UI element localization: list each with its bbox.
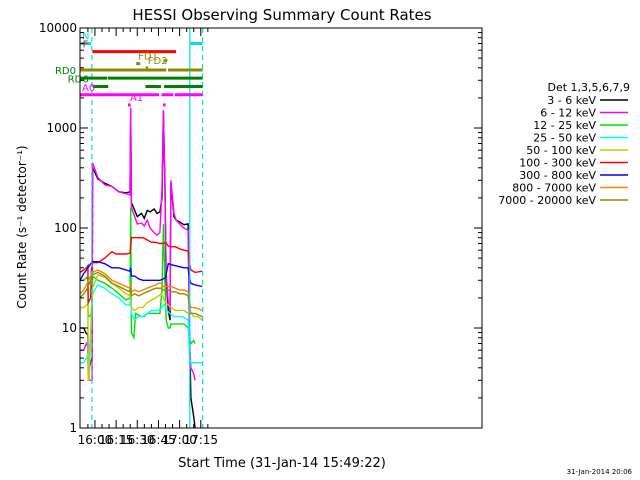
flag-label-a0: A0 xyxy=(82,83,95,94)
flag-label-fd1: FD1 xyxy=(138,52,158,63)
x-tick-label: 17:00 xyxy=(162,433,197,447)
y-tick-label: 10000 xyxy=(39,21,77,35)
legend-entry-label: 12 - 25 keV xyxy=(533,119,596,132)
series-line-25-50-kev xyxy=(80,283,203,368)
legend-entry-label: 300 - 800 keV xyxy=(519,169,596,182)
x-tick-label: 16:45 xyxy=(141,433,176,447)
timestamp: 31-Jan-2014 20:06 xyxy=(567,468,633,476)
chart-title: HESSI Observing Summary Count Rates xyxy=(132,6,431,24)
plot-frame xyxy=(79,27,483,429)
legend-entry-label: 800 - 7000 keV xyxy=(512,182,596,195)
legend-entry-label: 7000 - 20000 keV xyxy=(498,194,596,207)
legend-entry-label: 25 - 50 keV xyxy=(533,132,596,145)
flag-label-a1: A1 xyxy=(130,93,143,104)
legend-entry-label: 3 - 6 keV xyxy=(547,94,596,107)
series-line-6-12-kev xyxy=(80,107,196,381)
series-line-300-800-kev xyxy=(80,261,203,288)
flag-label-f: F xyxy=(83,40,89,51)
plot-clipped-group xyxy=(80,28,204,428)
series-line-3-6-kev xyxy=(80,110,196,428)
series-line-50-100-kev xyxy=(80,274,203,381)
y-axis-label: Count Rate (s⁻¹ detector⁻¹) xyxy=(15,145,29,308)
x-tick-label: 16:00 xyxy=(78,433,113,447)
x-axis-label: Start Time (31-Jan-14 15:49:22) xyxy=(178,456,386,471)
legend-entry-label: 100 - 300 keV xyxy=(519,157,596,170)
x-tick-label: 16:15 xyxy=(99,433,134,447)
y-tick-label: 10 xyxy=(62,321,77,335)
y-tick-label: 1 xyxy=(69,421,77,435)
legend-entry-label: 6 - 12 keV xyxy=(540,107,596,120)
flag-label-rd0: RD0 xyxy=(55,66,76,77)
x-tick-label: 16:30 xyxy=(120,433,155,447)
legend-entry-label: 50 - 100 keV xyxy=(526,144,596,157)
series-line-7000-20000-kev xyxy=(80,271,203,318)
flag-label-fd2: FD2 xyxy=(148,56,168,67)
plot-area: NFFD1FD2RD0RD6A0A111010010001000016:0016… xyxy=(39,21,483,447)
y-tick-label: 1000 xyxy=(46,121,77,135)
flag-label-n: N xyxy=(82,31,89,42)
legend-header: Det 1,3,5,6,7,9 xyxy=(547,81,630,94)
x-tick-label: 17:15 xyxy=(183,433,218,447)
series-line-800-7000-kev xyxy=(80,269,203,312)
y-tick-label: 100 xyxy=(54,221,77,235)
flag-label-rd6: RD6 xyxy=(68,75,89,86)
